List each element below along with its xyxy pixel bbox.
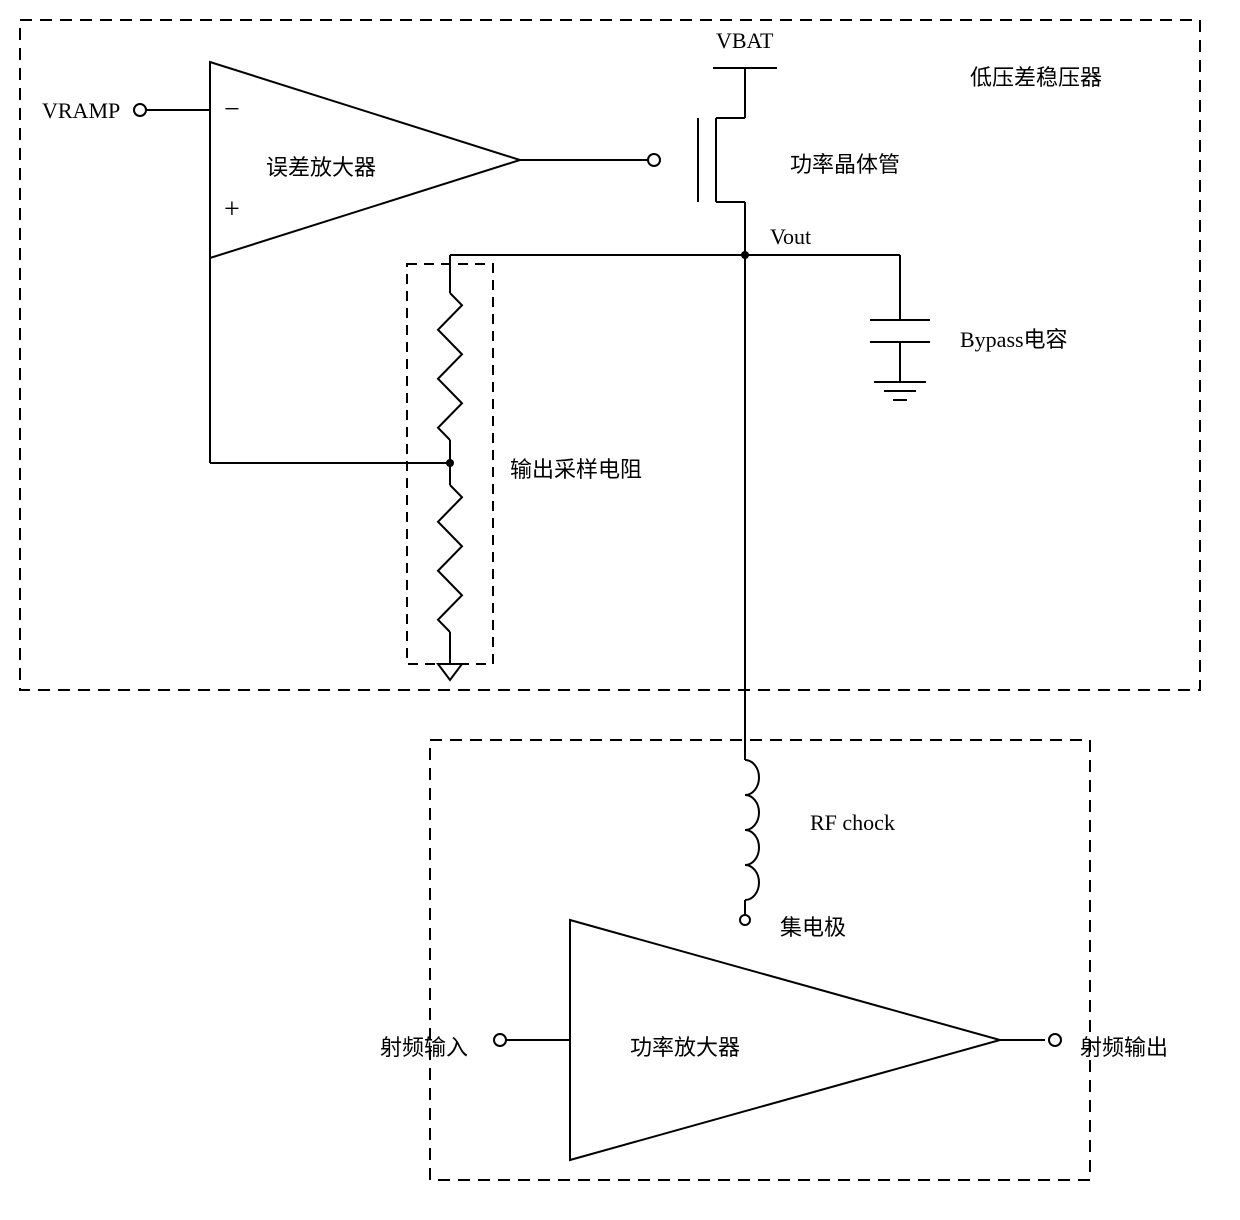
opamp-plus-sign: + [224,194,240,226]
label-ldo-title: 低压差稳压器 [970,60,1102,92]
label-rf-chock: RF chock [810,810,895,836]
label-power-transistor: 功率晶体管 [790,147,900,179]
label-vramp: VRAMP [42,98,120,124]
label-sample-resistor: 输出采样电阻 [510,452,642,484]
label-rf-output: 射频输出 [1080,1030,1168,1062]
label-error-amplifier: 误差放大器 [266,150,376,182]
label-power-amplifier: 功率放大器 [630,1030,740,1062]
opamp-minus-sign: − [224,94,240,126]
label-collector: 集电极 [780,910,846,942]
label-rf-input: 射频输入 [380,1030,468,1062]
label-vbat: VBAT [716,28,773,54]
label-vout: Vout [770,224,811,250]
label-bypass-cap: Bypass电容 [960,322,1068,354]
